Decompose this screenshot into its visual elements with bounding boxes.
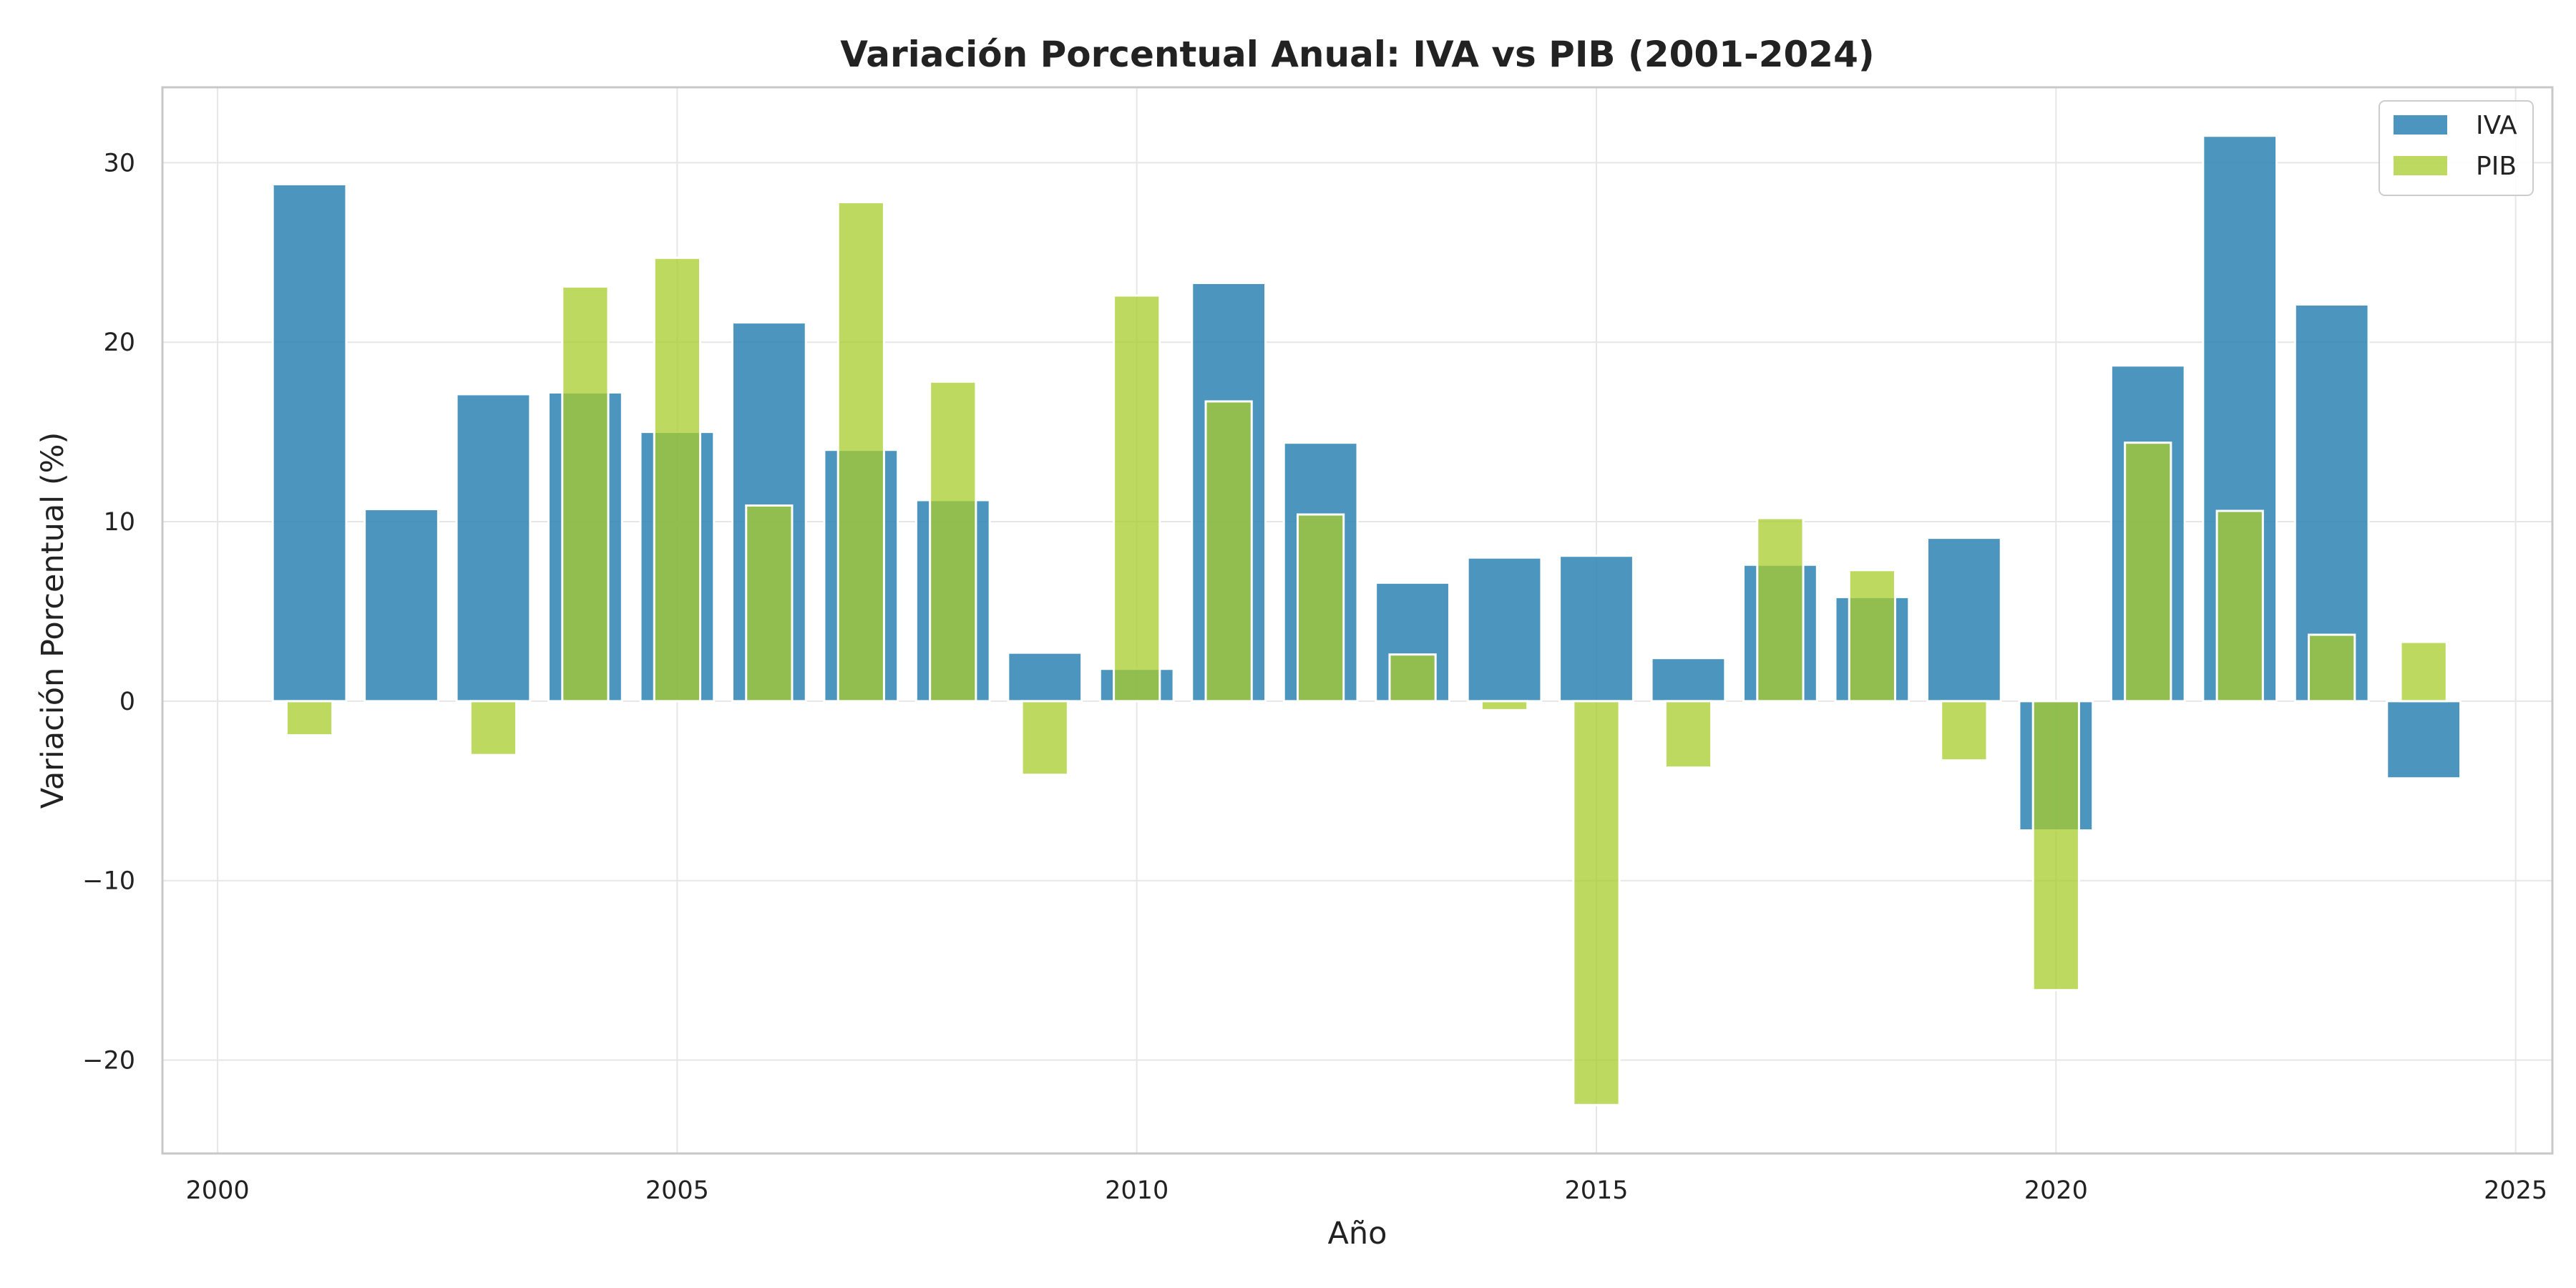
bar-iva-2003: [455, 393, 532, 703]
y-axis-label: Variación Porcentual (%): [35, 432, 71, 809]
bar-pib-2012: [1297, 513, 1345, 703]
legend: IVA PIB: [2379, 100, 2534, 196]
y-tick-label: −10: [82, 867, 135, 896]
bar-pib-2021: [2124, 441, 2172, 703]
y-tick-label: −20: [82, 1047, 135, 1075]
bar-pib-2009: [1020, 700, 1069, 776]
bar-iva-2015: [1558, 555, 1634, 703]
y-axis-ticks: −20 −10 0 10 20 30: [82, 149, 135, 1075]
chart-title: Variación Porcentual Anual: IVA vs PIB (…: [840, 34, 1874, 75]
y-tick-label: 30: [103, 149, 135, 177]
y-tick-label: 0: [119, 688, 135, 716]
x-tick-label: 2010: [1105, 1176, 1169, 1205]
bar-pib-2023: [2308, 633, 2356, 703]
x-tick-label: 2020: [2024, 1176, 2088, 1205]
bar-pib-2005: [653, 256, 701, 703]
bar-pib-2014: [1480, 700, 1529, 711]
bar-pib-2017: [1756, 517, 1805, 703]
bar-pib-2015: [1572, 700, 1621, 1106]
legend-label-pib: PIB: [2476, 152, 2517, 181]
bar-pib-2006: [745, 504, 794, 703]
x-tick-label: 2015: [1564, 1176, 1628, 1205]
y-tick-label: 20: [103, 328, 135, 357]
x-tick-label: 2025: [2484, 1176, 2547, 1205]
series-iva-bars: [271, 135, 2462, 831]
bar-pib-2024: [2399, 640, 2448, 703]
series-pib-bars: [285, 201, 2448, 1106]
bar-iva-2024: [2386, 700, 2462, 780]
legend-label-iva: IVA: [2476, 111, 2517, 140]
bar-pib-2010: [1113, 294, 1161, 703]
bar-iva-2016: [1650, 657, 1727, 703]
legend-swatch-pib: [2394, 156, 2447, 175]
legend-swatch-iva: [2394, 115, 2447, 135]
bar-pib-2013: [1388, 653, 1437, 703]
plot-frame: [161, 86, 2554, 1155]
bar-pib-2022: [2215, 509, 2264, 703]
bar-iva-2019: [1926, 537, 2002, 703]
bar-pib-2003: [469, 700, 518, 756]
x-tick-label: 2005: [645, 1176, 709, 1205]
bar-pib-2004: [561, 285, 610, 703]
bar-pib-2019: [1940, 700, 1989, 762]
bar-iva-2001: [271, 182, 348, 703]
bar-pib-2001: [285, 700, 334, 737]
bar-pib-2020: [2031, 700, 2080, 992]
bar-iva-2014: [1466, 556, 1543, 703]
x-axis-ticks: 2000 2005 2010 2015 2020 2025: [186, 1176, 2548, 1205]
bar-iva-2009: [1007, 651, 1083, 703]
x-axis-label: Año: [1328, 1216, 1387, 1252]
y-tick-label: 10: [103, 508, 135, 537]
bar-pib-2016: [1664, 700, 1713, 769]
bar-pib-2008: [929, 380, 977, 703]
bar-pib-2007: [836, 201, 885, 703]
bar-iva-2002: [364, 507, 439, 703]
bar-pib-2011: [1204, 400, 1253, 703]
bar-pib-2018: [1848, 569, 1897, 703]
x-tick-label: 2000: [186, 1176, 250, 1205]
